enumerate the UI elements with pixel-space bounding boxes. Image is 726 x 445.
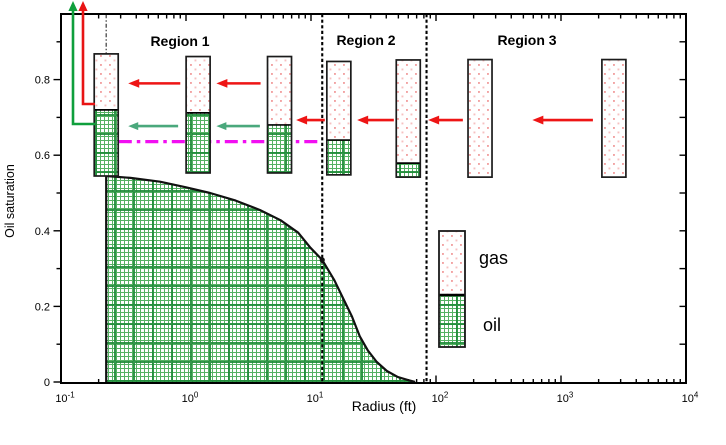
- x-tick-label: 101: [307, 391, 324, 406]
- oil-production-arrow: [68, 1, 95, 126]
- bar-gas-section: [468, 59, 493, 178]
- saturation-bar: [467, 58, 493, 178]
- region-1-label: Region 1: [150, 33, 209, 49]
- y-tick-label: 0.2: [35, 301, 50, 313]
- x-tick-label: 103: [557, 391, 574, 406]
- region-3-label: Region 3: [497, 32, 556, 48]
- region-2-label: Region 2: [336, 32, 395, 48]
- legend-gas-label: gas: [479, 248, 508, 268]
- legend-oil-label: oil: [483, 315, 501, 335]
- x-tick-label: 100: [182, 391, 199, 406]
- plot-frame: [60, 13, 687, 384]
- bar-gas-section: [601, 59, 626, 178]
- saturation-area-hatch: [106, 176, 416, 383]
- bar-gas-section: [186, 56, 211, 113]
- plot-content: [93, 14, 627, 384]
- legend-oil-swatch-overlay: [439, 295, 465, 347]
- y-tick-label: 0: [44, 377, 50, 389]
- legend: gas oil: [438, 230, 508, 348]
- saturation-bar: [395, 59, 422, 178]
- plot-overlay: 10-1 100 101 102 103 104 0 0.2 0.4 0.6 0.8: [35, 1, 699, 405]
- saturation-bar: [601, 58, 627, 178]
- legend-swatch-border: [438, 230, 466, 348]
- x-tick-label: 10-1: [55, 391, 75, 406]
- x-axis-title: Radius (ft): [352, 398, 417, 414]
- y-tick-label: 0.4: [35, 226, 50, 238]
- oil-flow-arrow: [128, 122, 179, 131]
- bar-gas-section: [94, 53, 119, 110]
- gas-production-arrow: [78, 1, 95, 106]
- saturation-bar: [185, 55, 211, 174]
- y-tick-label: 0.6: [35, 150, 50, 162]
- x-tick-label: 104: [682, 391, 699, 406]
- legend-gas-swatch: [439, 231, 465, 295]
- gas-flow-arrow: [357, 115, 394, 125]
- gas-flow-arrow: [296, 115, 325, 125]
- curve-boundary-dot: [319, 257, 325, 263]
- bar-gas-section: [396, 59, 421, 164]
- gas-flow-arrow: [216, 78, 261, 88]
- saturation-bar: [325, 60, 352, 176]
- y-axis-title: Oil saturation: [3, 164, 17, 238]
- gas-flow-arrow: [428, 115, 463, 125]
- x-tick-label: 102: [432, 391, 449, 406]
- gas-flow-arrow: [532, 115, 593, 125]
- gas-flow-arrow: [128, 78, 181, 88]
- saturation-curve: [105, 174, 416, 384]
- saturation-bar: [93, 53, 120, 177]
- bar-gas-section: [267, 56, 292, 125]
- saturation-bar: [266, 55, 293, 174]
- bar-gas-section: [326, 61, 351, 141]
- oil-flow-arrow: [216, 122, 260, 131]
- y-tick-label: 0.8: [35, 75, 50, 87]
